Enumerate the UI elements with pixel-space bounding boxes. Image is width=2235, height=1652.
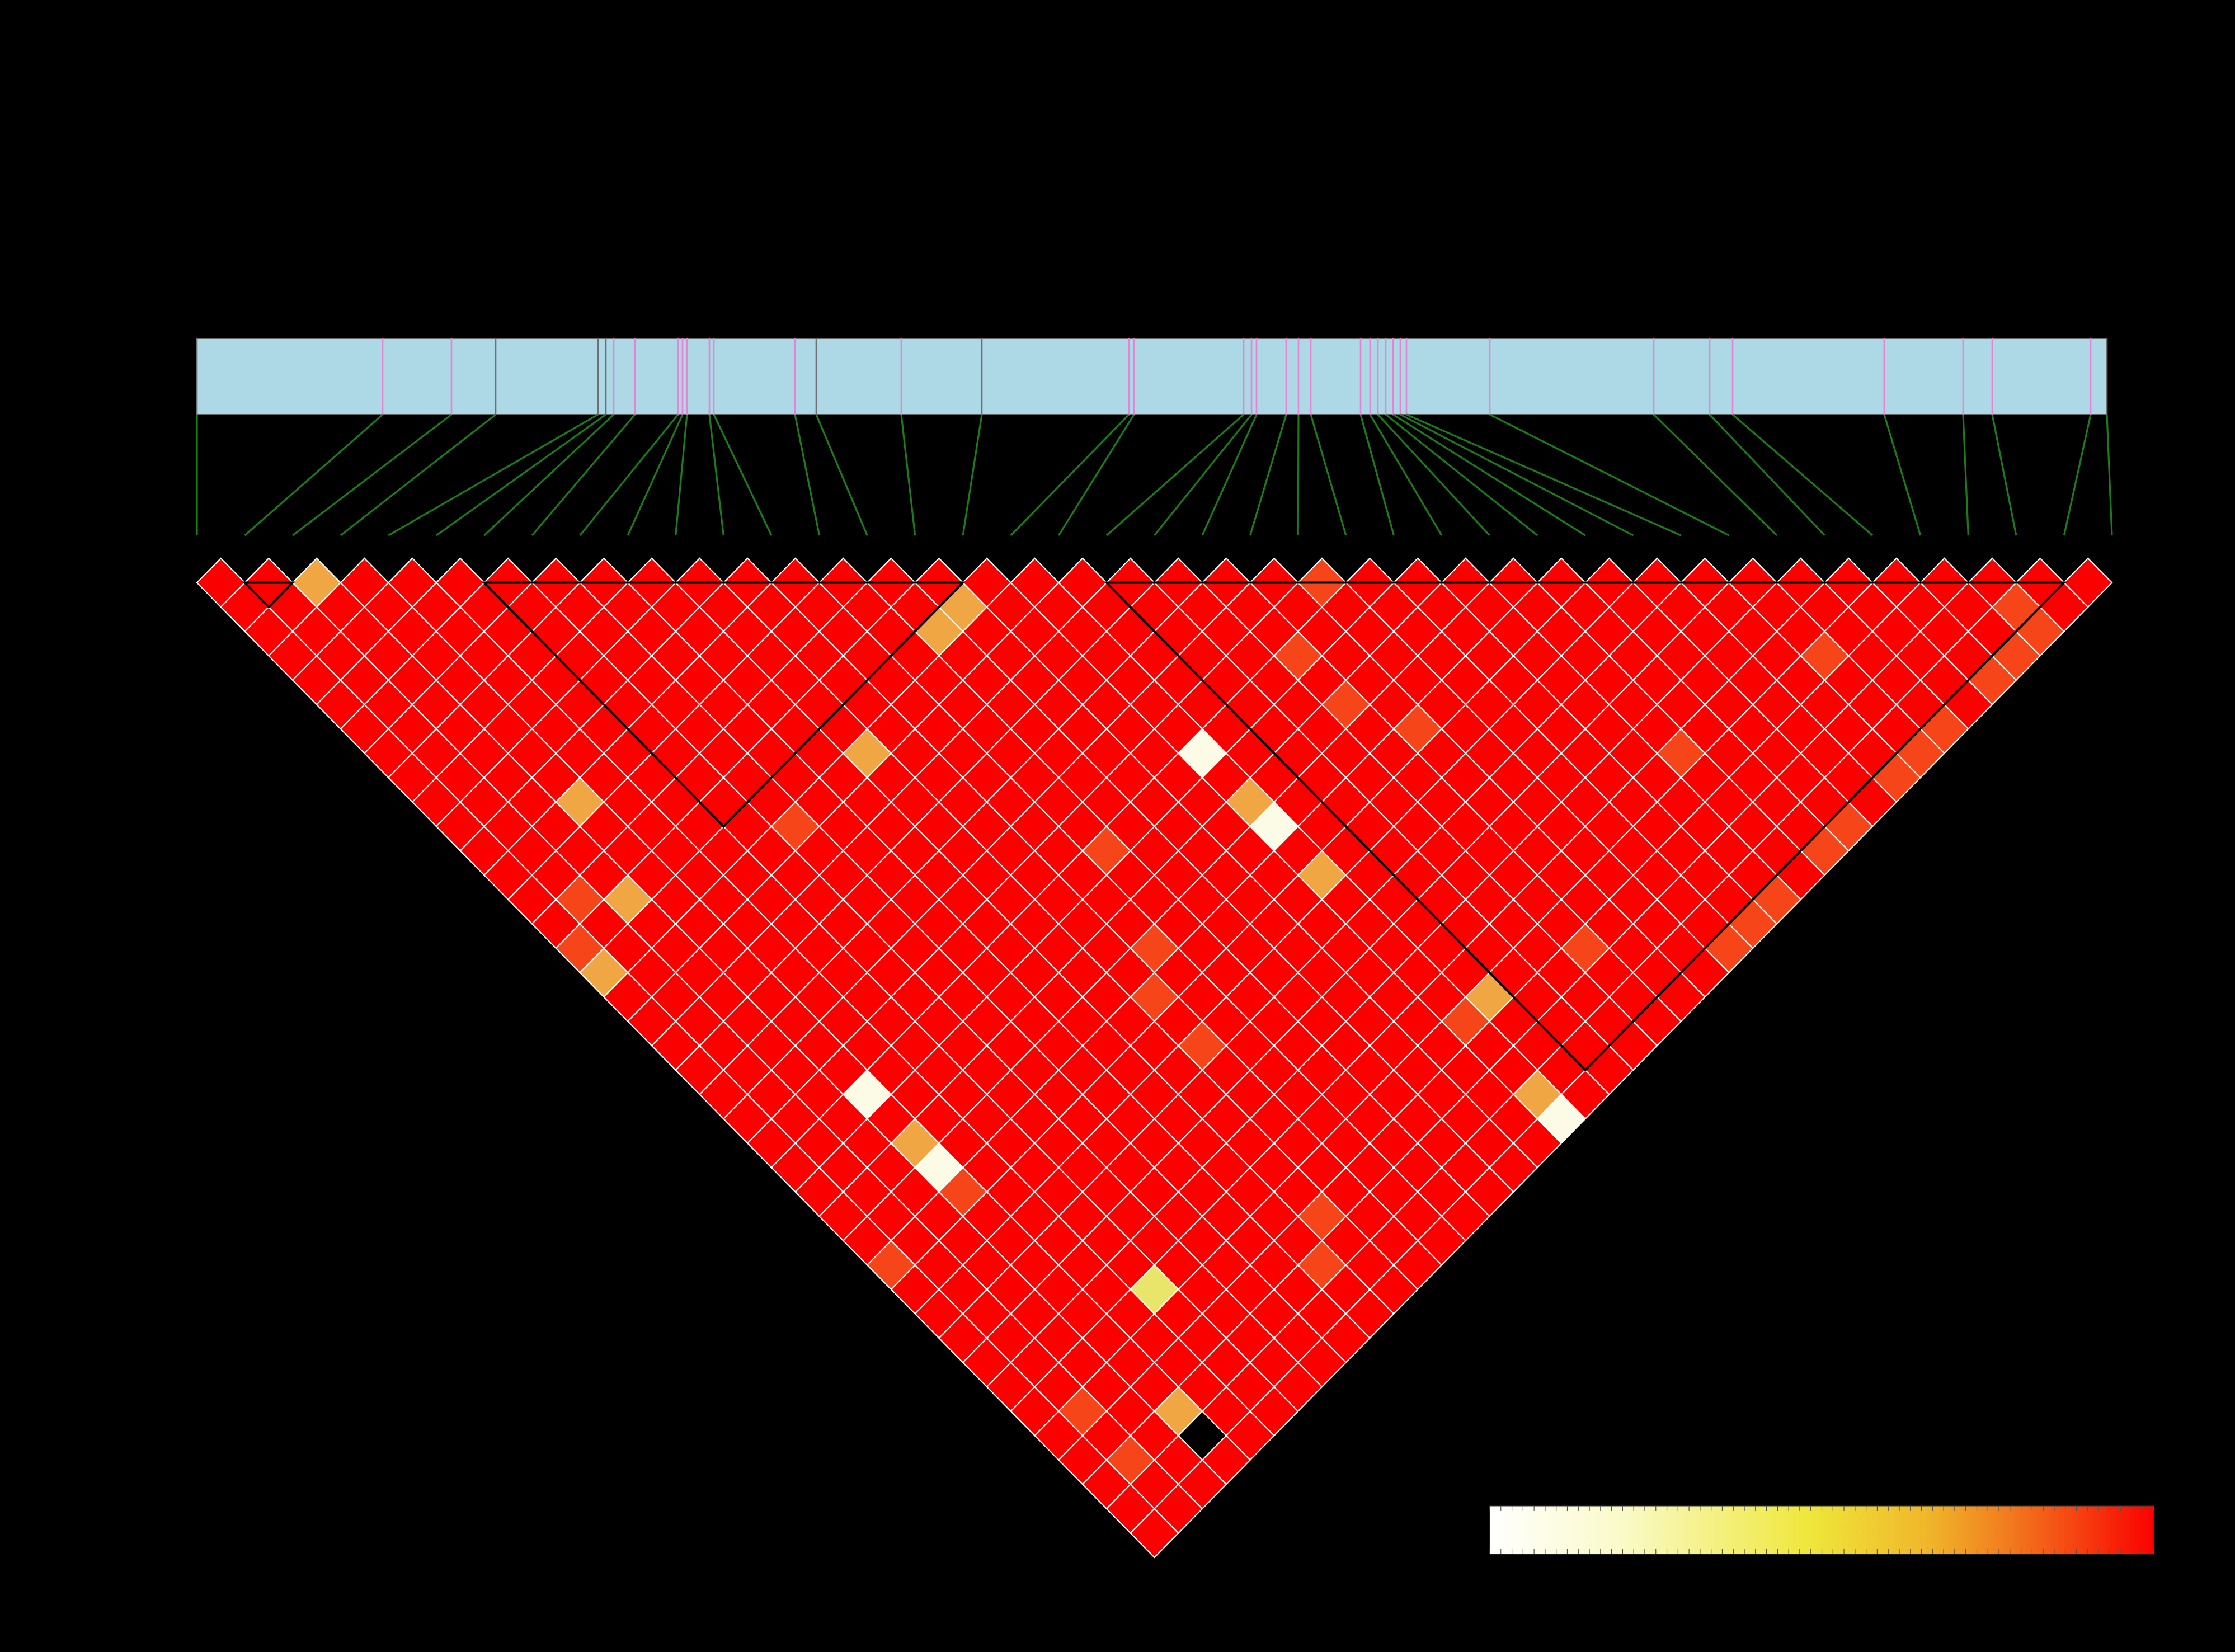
snp-connector-line bbox=[1010, 413, 1130, 536]
snp-connector-line bbox=[1991, 414, 2017, 536]
ld-cell bbox=[2063, 557, 2113, 608]
snp-connector-line bbox=[1310, 414, 1347, 536]
snp-connector-line bbox=[388, 413, 599, 536]
snp-connector-line bbox=[1377, 413, 1490, 536]
snp-connector-line bbox=[1057, 414, 1135, 536]
snp-connector-line bbox=[340, 413, 496, 536]
snp-connector-line bbox=[815, 414, 868, 536]
snp-connector-line bbox=[713, 414, 773, 536]
ld-block-outline bbox=[1104, 581, 2067, 1072]
snp-connector-line bbox=[483, 413, 615, 536]
snp-connector-line bbox=[579, 413, 679, 536]
snp-connector-line bbox=[1359, 414, 1395, 536]
snp-connector-line bbox=[1249, 414, 1287, 536]
snp-connector-line bbox=[1201, 414, 1258, 536]
snp-connector-line bbox=[531, 413, 636, 536]
snp-connector-line bbox=[627, 414, 684, 536]
snp-connector-line bbox=[1400, 413, 1634, 536]
snp-connector-line bbox=[708, 414, 724, 536]
snp-connector-line bbox=[435, 413, 606, 536]
chromosome-bar bbox=[196, 338, 2107, 415]
snp-connector-line bbox=[1369, 414, 1443, 536]
snp-connector-line bbox=[1883, 414, 1922, 536]
snp-connector-line bbox=[244, 413, 384, 536]
snp-connector-line bbox=[2063, 414, 2092, 536]
snp-connector-line bbox=[1489, 413, 1730, 536]
snp-connector-line bbox=[1653, 413, 1778, 536]
snp-connector-line bbox=[1392, 413, 1586, 536]
snp-connector-line bbox=[2106, 414, 2113, 536]
snp-connector-line bbox=[1105, 413, 1245, 536]
snp-connector-line bbox=[1406, 413, 1682, 536]
ld-block-outline bbox=[242, 581, 295, 609]
snp-connector-line bbox=[1731, 413, 1874, 536]
snp-connector-line bbox=[794, 414, 821, 536]
snp-connector-line bbox=[962, 414, 983, 536]
snp-connector-line bbox=[1154, 413, 1253, 536]
color-key-gradient bbox=[1489, 1505, 2154, 1555]
ld-block-outline bbox=[481, 581, 966, 829]
snp-connector-line bbox=[1709, 413, 1825, 536]
snp-connector-line bbox=[292, 413, 452, 536]
snp-connector-line bbox=[1385, 413, 1538, 536]
snp-connector-line bbox=[900, 414, 916, 536]
snp-connector-line bbox=[675, 414, 688, 536]
snp-connector-line bbox=[1962, 414, 1969, 536]
